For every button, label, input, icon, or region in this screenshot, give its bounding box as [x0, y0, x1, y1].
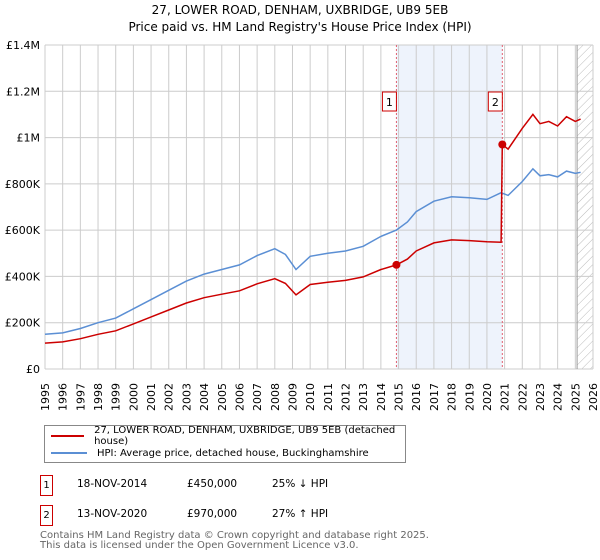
x-tick-label: 2016: [410, 383, 423, 411]
transaction-price: £450,000: [187, 478, 238, 490]
x-tick-label: 2001: [145, 383, 158, 411]
x-tick-label: 2009: [286, 383, 299, 411]
price-chart: 1995 1996 1997 1998 1999 2000 2001 2002 2003 2004…: [5, 39, 600, 411]
hpi-line: [44, 167, 581, 336]
legend-swatch: [51, 435, 85, 437]
transaction-price: £970,000: [187, 508, 238, 520]
x-tick-label: 2013: [357, 383, 370, 411]
ownership-period-shade: [396, 45, 503, 369]
x-tick-label: 2025: [569, 383, 582, 411]
x-tick-label: 2020: [481, 383, 494, 411]
transaction-hpi: 27% ↑ HPI: [272, 508, 329, 520]
sale-label-box: [381, 91, 397, 112]
y-tick-label: £1M: [17, 132, 41, 145]
y-tick-label: £200K: [5, 317, 41, 330]
footer: Contains HM Land Registry data © Crown c…: [40, 531, 429, 551]
x-tick-label: 2005: [216, 383, 229, 411]
x-tick-label: 2011: [322, 383, 335, 411]
x-tick-label: 2002: [163, 383, 176, 411]
x-tick-label: 1999: [110, 383, 123, 411]
x-tick-label: 2012: [340, 383, 353, 411]
legend-item-hpi: HPI: Average price, detached house, Buck…: [45, 445, 369, 461]
x-tick-label: 2024: [552, 383, 565, 411]
chart-title: 27, LOWER ROAD, DENHAM, UXBRIDGE, UB9 5E…: [151, 3, 449, 17]
future-hatch: [577, 45, 593, 369]
x-tick-label: 2010: [304, 383, 317, 411]
sale-label: 1: [386, 96, 393, 109]
property-price-line: [44, 113, 581, 344]
legend-label: HPI: Average price, detached house, Buck…: [97, 447, 369, 459]
y-tick-label: £600K: [5, 224, 41, 237]
transaction-date: 13-NOV-2020: [77, 508, 148, 520]
x-tick-label: 2003: [180, 383, 193, 411]
footer-line: This data is licensed under the Open Gov…: [40, 540, 359, 551]
y-tick-label: £800K: [5, 178, 41, 191]
y-tick-label: £1.2M: [6, 85, 40, 98]
sale-label-box: [487, 91, 503, 112]
x-tick-label: 2014: [375, 383, 388, 411]
transaction-date: 18-NOV-2014: [77, 478, 148, 490]
transaction-hpi: 25% ↓ HPI: [272, 478, 329, 490]
x-tick-label: 1996: [57, 383, 70, 411]
x-tick-label: 2006: [233, 383, 246, 411]
x-tick-label: 2000: [127, 383, 140, 411]
x-tick-label: 2007: [251, 383, 264, 411]
transaction-badge: 1: [40, 475, 53, 496]
y-tick-label: £400K: [5, 270, 41, 283]
footer-line: Contains HM Land Registry data © Crown c…: [40, 530, 429, 541]
x-tick-label: 2015: [393, 383, 406, 411]
y-tick-label: £0: [26, 363, 40, 376]
chart-subtitle: Price paid vs. HM Land Registry's House …: [128, 20, 472, 34]
legend-swatch: [51, 452, 87, 454]
x-tick-label: 2018: [446, 383, 459, 411]
legend: 27, LOWER ROAD, DENHAM, UXBRIDGE, UB9 5E…: [44, 425, 406, 463]
x-tick-label: 2022: [516, 383, 529, 411]
legend-item-property: 27, LOWER ROAD, DENHAM, UXBRIDGE, UB9 5E…: [45, 425, 405, 447]
x-tick-label: 1997: [74, 383, 87, 411]
y-tick-label: £1.4M: [6, 39, 40, 52]
x-tick-label: 1998: [92, 383, 105, 411]
x-tick-label: 2004: [198, 383, 211, 411]
legend-label: 27, LOWER ROAD, DENHAM, UXBRIDGE, UB9 5E…: [94, 425, 396, 447]
x-tick-label: 2019: [463, 383, 476, 411]
x-tick-label: 2026: [587, 383, 600, 411]
x-tick-label: 2021: [499, 383, 512, 411]
x-tick-label: 1995: [39, 383, 52, 411]
sale-label: 2: [492, 96, 499, 109]
transaction-badge: 2: [40, 505, 53, 526]
sale-point: [392, 260, 401, 269]
sale-point: [498, 140, 507, 149]
x-tick-label: 2008: [269, 383, 282, 411]
x-tick-label: 2023: [534, 383, 547, 411]
x-tick-label: 2017: [428, 383, 441, 411]
